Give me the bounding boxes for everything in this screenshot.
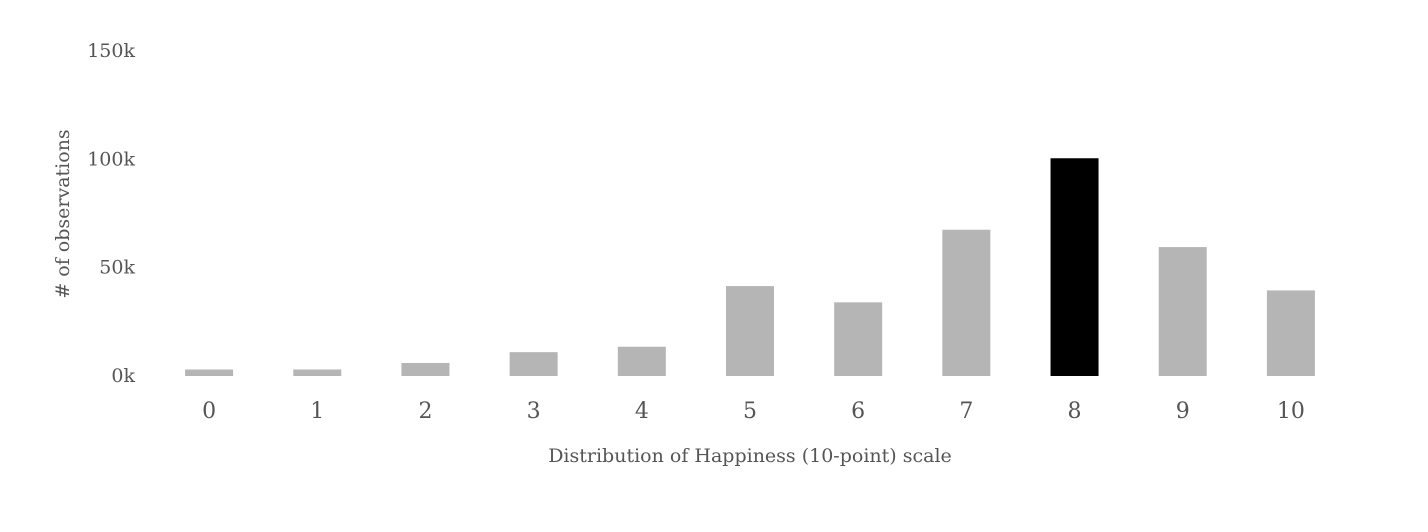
bar	[942, 229, 991, 376]
x-tick-label: 7	[959, 399, 973, 424]
x-tick-label: 3	[527, 399, 541, 424]
x-tick-label: 10	[1277, 399, 1305, 424]
bar	[509, 352, 558, 376]
bar	[185, 369, 234, 376]
bar	[293, 369, 342, 376]
y-tick-label: 50k	[99, 257, 135, 279]
x-tick-label: 4	[635, 399, 649, 424]
y-tick-label: 100k	[87, 148, 135, 170]
bars	[185, 158, 1315, 376]
x-axis-title: Distribution of Happiness (10-point) sca…	[548, 445, 952, 467]
y-axis-title: # of observations	[52, 129, 74, 298]
bar	[401, 363, 450, 376]
x-axis-ticks: 0 1 2 3 4 5 6 7 8 9 10	[202, 399, 1305, 424]
x-tick-label: 1	[310, 399, 324, 424]
x-tick-label: 8	[1068, 399, 1082, 424]
x-tick-label: 0	[202, 399, 216, 424]
bar	[834, 302, 883, 376]
bar	[1158, 247, 1207, 376]
x-tick-label: 5	[743, 399, 757, 424]
bar	[1266, 290, 1315, 376]
bar	[1050, 158, 1099, 376]
y-axis-ticks: 0k 50k 100k 150k	[87, 40, 135, 387]
x-tick-label: 2	[418, 399, 432, 424]
x-tick-label: 6	[851, 399, 865, 424]
y-tick-label: 150k	[87, 40, 135, 62]
bar	[617, 346, 666, 376]
bar	[726, 286, 774, 376]
x-tick-label: 9	[1176, 399, 1190, 424]
y-tick-label: 0k	[111, 365, 135, 387]
